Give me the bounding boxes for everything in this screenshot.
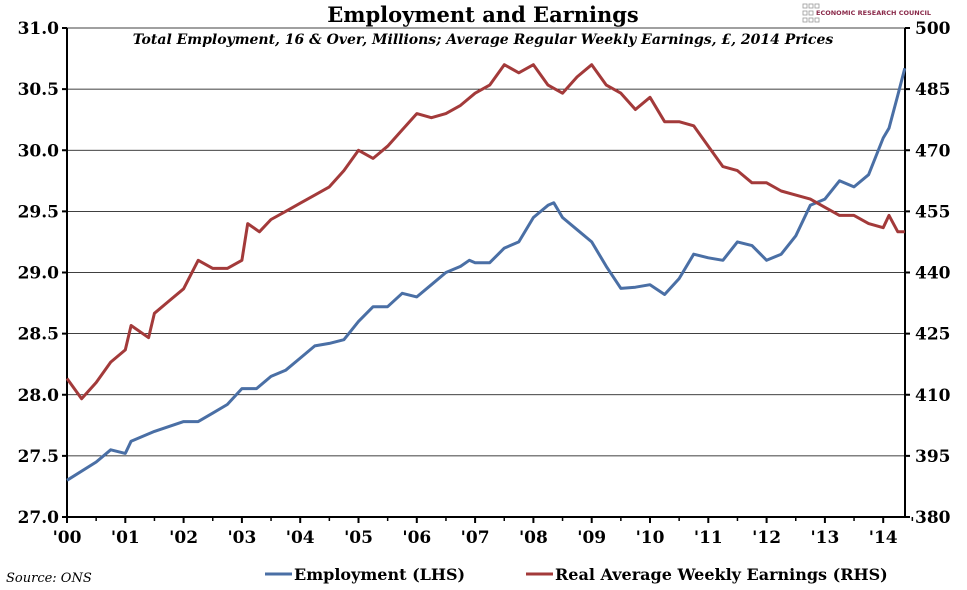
- legend: Employment (LHS) Real Average Weekly Ear…: [265, 565, 888, 584]
- logo-text: ECONOMIC RESEARCH COUNCIL: [816, 9, 931, 17]
- x-tick-label: '11: [694, 528, 723, 548]
- x-tick-label: '04: [286, 528, 315, 548]
- left-tick-label: 29.0: [18, 264, 60, 284]
- x-tick-label: '06: [402, 528, 431, 548]
- left-tick-label: 27.5: [18, 447, 59, 467]
- x-tick-label: '13: [810, 528, 839, 548]
- x-tick-label: '12: [752, 528, 781, 548]
- chart-title: Employment and Earnings: [327, 2, 639, 27]
- right-tick-label: 485: [915, 80, 951, 100]
- logo: ECONOMIC RESEARCH COUNCIL: [802, 3, 931, 23]
- x-tick-label: '07: [461, 528, 490, 548]
- right-tick-label: 455: [915, 202, 951, 222]
- left-tick-label: 27.0: [18, 508, 60, 528]
- right-tick-label: 380: [915, 508, 951, 528]
- left-tick-label: 30.5: [18, 80, 59, 100]
- legend-label-earnings: Real Average Weekly Earnings (RHS): [555, 565, 888, 584]
- left-tick-label: 31.0: [18, 19, 60, 39]
- left-tick-label: 28.0: [18, 386, 60, 406]
- chart-subtitle: Total Employment, 16 & Over, Millions; A…: [133, 32, 834, 48]
- earnings-line: [65, 63, 905, 401]
- right-tick-label: 410: [915, 386, 951, 406]
- right-tick-label: 500: [915, 19, 951, 39]
- x-tick-label: '08: [519, 528, 548, 548]
- employment-line: [66, 67, 907, 482]
- x-tick-label: '05: [344, 528, 373, 548]
- left-tick-label: 28.5: [18, 325, 59, 345]
- x-tick-label: '01: [111, 528, 140, 548]
- legend-label-employment: Employment (LHS): [294, 565, 465, 584]
- right-tick-label: 470: [915, 141, 951, 161]
- x-tick-label: '00: [53, 528, 82, 548]
- left-tick-label: 29.5: [18, 202, 59, 222]
- source-note: Source: ONS: [6, 571, 92, 586]
- x-tick-label: '02: [169, 528, 198, 548]
- x-tick-label: '14: [869, 528, 898, 548]
- right-tick-label: 425: [915, 325, 951, 345]
- x-tick-label: '10: [636, 528, 665, 548]
- right-tick-label: 440: [915, 264, 951, 284]
- left-tick-label: 30.0: [18, 141, 60, 161]
- x-tick-label: '03: [227, 528, 256, 548]
- x-tick-label: '09: [577, 528, 606, 548]
- right-tick-label: 395: [915, 447, 951, 467]
